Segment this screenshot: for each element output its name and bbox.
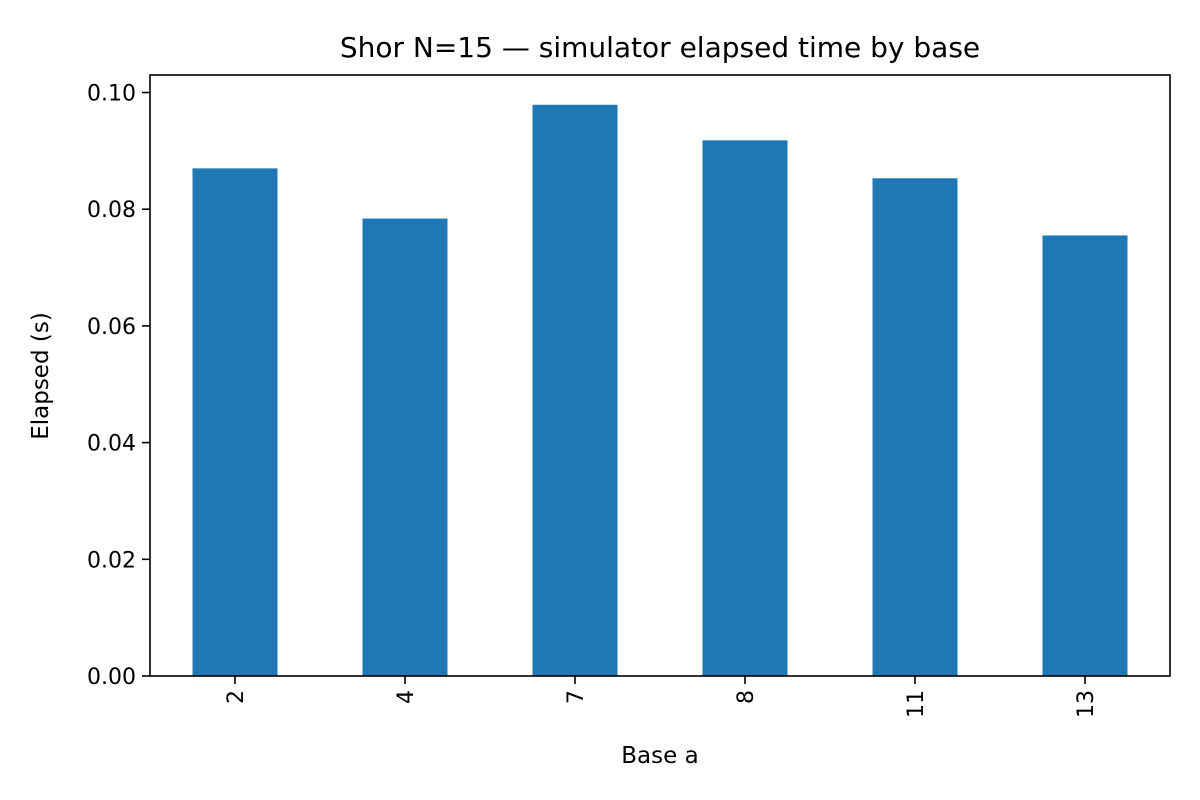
x-tick-label-8: 8 <box>734 690 759 704</box>
bar-11 <box>872 178 958 677</box>
bar-7 <box>532 104 618 677</box>
x-tick-label-11: 11 <box>904 690 929 718</box>
x-tick-label-4: 4 <box>394 690 419 704</box>
x-tick-label-13: 13 <box>1074 690 1099 718</box>
chart-title: Shor N=15 — simulator elapsed time by ba… <box>340 31 980 64</box>
bar-13 <box>1042 235 1128 676</box>
y-axis-label: Elapsed (s) <box>28 312 54 440</box>
bar-4 <box>362 218 448 677</box>
x-tick-label-2: 2 <box>224 690 249 704</box>
x-axis-label: Base a <box>621 743 698 769</box>
x-tick-label-7: 7 <box>564 690 589 704</box>
y-tick-label-0.06: 0.06 <box>87 315 136 340</box>
bars-group <box>192 104 1128 677</box>
y-axis: 0.00 0.02 0.04 0.06 0.08 0.10 <box>87 82 150 690</box>
bar-8 <box>702 140 788 677</box>
y-tick-label-0.02: 0.02 <box>87 548 136 573</box>
y-tick-label-0.00: 0.00 <box>87 665 136 690</box>
x-axis: 2 4 7 8 11 13 <box>224 676 1099 718</box>
y-tick-label-0.04: 0.04 <box>87 432 136 457</box>
y-tick-label-0.10: 0.10 <box>87 82 136 107</box>
bar-2 <box>192 168 278 676</box>
plot-frame <box>149 74 1171 677</box>
y-tick-label-0.08: 0.08 <box>87 198 136 223</box>
